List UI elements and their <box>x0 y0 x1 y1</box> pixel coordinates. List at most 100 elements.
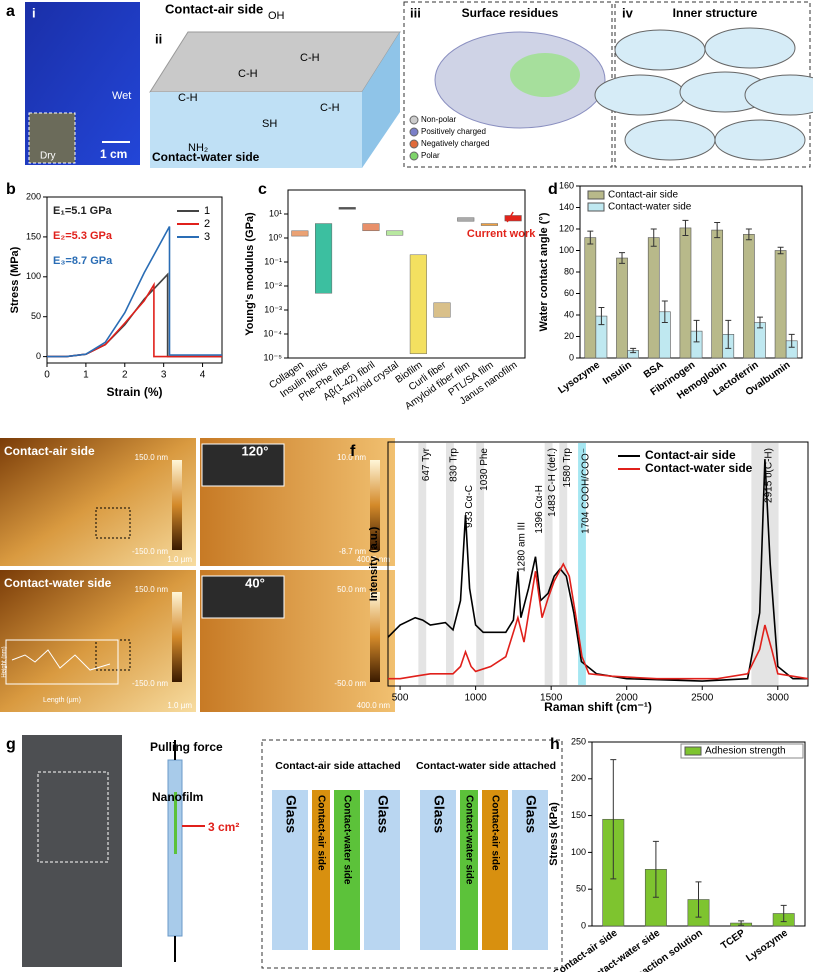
label: 40° <box>245 575 265 590</box>
series-line <box>47 226 222 358</box>
label: 1.0 µm <box>167 701 192 710</box>
annotation-arrow <box>506 211 514 223</box>
label: Dry <box>40 151 56 162</box>
range-bar <box>338 207 356 210</box>
label: 10.0 nm <box>337 453 366 462</box>
y-tick-label: 10⁻⁴ <box>263 328 282 338</box>
bar <box>616 257 628 359</box>
y-tick-label: 10⁻² <box>264 280 282 290</box>
label: 400.0 nm <box>357 701 391 710</box>
label: Pulling force <box>150 740 223 754</box>
inner-domain <box>614 29 706 71</box>
x-axis-label: Raman shift (cm⁻¹) <box>544 700 652 714</box>
legend-label: Contact-air side <box>608 190 678 201</box>
label: -150.0 nm <box>132 679 168 688</box>
error-bar <box>695 881 702 918</box>
color-bar <box>370 460 380 550</box>
peak-band <box>418 443 427 685</box>
y-tick-label: 10⁻⁵ <box>264 352 283 362</box>
legend-swatch <box>587 190 605 200</box>
droplet-photo <box>201 575 285 619</box>
y-tick-label: 100 <box>571 847 586 857</box>
x-tick-label: 4 <box>200 370 206 381</box>
label: iv <box>622 5 634 20</box>
color-bar <box>172 460 182 550</box>
x-tick-label: 1500 <box>540 693 563 704</box>
panel-frame <box>261 739 563 969</box>
protein-patch <box>510 53 580 97</box>
inner-domain <box>624 119 716 161</box>
y-tick-label: 120 <box>559 223 574 233</box>
label: Inner structure <box>673 6 758 20</box>
layer-label: Contact-air side <box>315 795 326 871</box>
peak-band <box>578 443 586 685</box>
error-bar <box>661 300 668 324</box>
peak-label: 1280 am III <box>517 522 528 572</box>
layer-label: Contact-water side <box>463 795 474 885</box>
bar <box>711 229 724 359</box>
error-bar <box>610 759 617 880</box>
x-tick-label: 1 <box>83 370 89 381</box>
photo-inset <box>28 112 76 164</box>
y-tick-label: 250 <box>571 736 586 746</box>
bar <box>679 227 692 359</box>
x-tick-label: 1000 <box>465 693 488 704</box>
error-bar <box>652 840 659 898</box>
annotation: E₂=5.3 GPa <box>53 230 113 242</box>
plot-frame <box>387 441 809 687</box>
series-line <box>387 459 808 682</box>
plot-frame <box>287 189 526 359</box>
bar <box>743 234 755 359</box>
error-bar <box>788 333 795 348</box>
label: 1 cm <box>100 147 127 161</box>
y-axis-label: Stress (MPa) <box>9 246 21 313</box>
label: -150.0 nm <box>132 547 168 556</box>
panel-label: g <box>6 736 16 753</box>
height-profile <box>11 649 111 671</box>
range-bar <box>433 302 451 318</box>
layer-label: Glass <box>523 795 539 833</box>
color-bar <box>370 592 380 682</box>
peak-band <box>544 443 553 685</box>
label: Contact-water side <box>152 150 260 164</box>
panel-label: c <box>258 181 267 198</box>
chem-group: SH <box>262 118 277 130</box>
x-tick-label: 2500 <box>691 693 714 704</box>
y-tick-label: 0 <box>569 352 574 362</box>
label: 1.0 µm <box>167 555 192 564</box>
error-bar <box>598 306 605 326</box>
layer <box>460 790 478 950</box>
y-tick-label: 200 <box>571 773 586 783</box>
layer-label: Glass <box>283 795 299 833</box>
y-tick-label: 200 <box>26 191 41 201</box>
label: Wet <box>112 90 131 102</box>
inner-domain <box>744 74 813 116</box>
y-tick-label: 50 <box>31 311 41 321</box>
panel-label: d <box>548 181 558 198</box>
layer <box>334 790 360 950</box>
label: Surface residues <box>462 6 559 20</box>
layer <box>272 790 308 950</box>
error-bar <box>650 228 657 247</box>
afm-image <box>0 438 196 566</box>
label: iii <box>410 5 421 20</box>
layer <box>312 790 330 950</box>
x-tick-label: 2000 <box>616 693 639 704</box>
y-tick-label: 100 <box>559 245 574 255</box>
photo-frame <box>37 771 109 863</box>
layer-label: Contact-air side <box>489 795 500 871</box>
layer-label: Contact-water side <box>341 795 352 885</box>
chem-group: NH₂ <box>188 142 208 154</box>
legend-frame <box>680 743 804 759</box>
panel-label: f <box>350 443 356 460</box>
bar <box>647 237 660 359</box>
annotation: E₃=8.7 GPa <box>53 255 113 267</box>
error-bar <box>777 246 784 255</box>
legend-label: 2 <box>204 218 210 230</box>
annotation: Current work <box>467 228 536 240</box>
y-tick-label: 140 <box>559 202 574 212</box>
error-bar <box>738 920 745 926</box>
label: 50.0 nm <box>337 585 366 594</box>
range-bar <box>504 215 522 222</box>
legend-dot <box>409 127 419 137</box>
